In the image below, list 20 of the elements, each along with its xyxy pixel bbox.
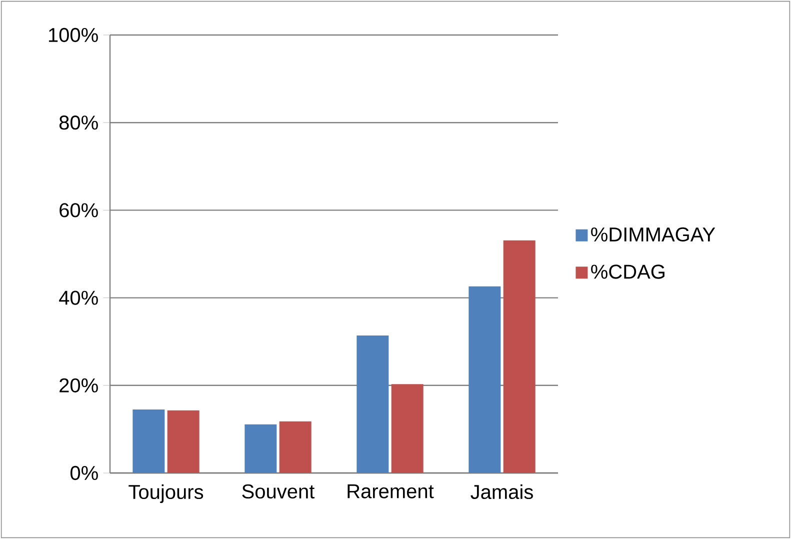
x-tick-label: Rarement <box>348 484 434 498</box>
y-tick-label: 80% <box>59 116 98 130</box>
x-tick-label: Souvent <box>242 484 315 499</box>
y-tick-label: 100% <box>49 28 98 42</box>
bar <box>132 409 165 473</box>
bar <box>503 240 536 473</box>
bar <box>356 335 389 473</box>
y-tick-label: 20% <box>60 378 98 392</box>
y-tick-label: 0% <box>70 466 98 480</box>
bar <box>279 421 312 473</box>
legend-label: %CDAG <box>591 264 664 279</box>
x-tick-label: Jamais <box>470 484 533 500</box>
bar <box>391 384 424 473</box>
x-tick-label: Toujours <box>128 484 204 504</box>
legend-label: %DIMMAGAY <box>591 227 716 242</box>
bar <box>244 424 277 473</box>
y-tick-label: 60% <box>60 203 98 218</box>
bar <box>167 410 200 473</box>
y-tick-label: 40% <box>59 290 98 305</box>
bar <box>468 286 501 473</box>
